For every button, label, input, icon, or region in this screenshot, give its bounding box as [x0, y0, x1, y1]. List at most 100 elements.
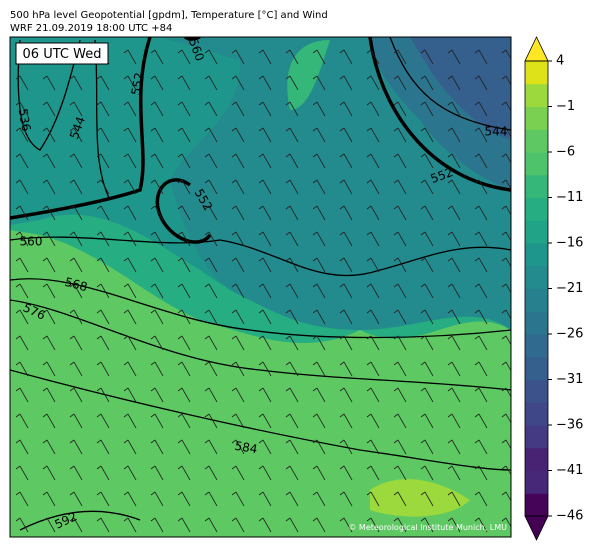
wind-barb [69, 257, 83, 273]
wind-barb [177, 413, 191, 429]
wind-barb [96, 231, 110, 247]
colorbar-band [525, 425, 548, 449]
wind-barb [42, 387, 56, 403]
wind-barb [42, 127, 56, 143]
wind-barb [15, 257, 29, 273]
wind-barb [420, 101, 434, 117]
wind-barb [366, 153, 380, 169]
wind-barb [420, 153, 434, 169]
wind-barb [501, 335, 511, 346]
wind-barb [447, 127, 461, 143]
wind-barb [150, 231, 164, 247]
wind-barb [447, 361, 461, 377]
wind-barb [447, 49, 461, 65]
wind-barb [339, 75, 353, 91]
wind-barb [501, 517, 511, 528]
wind-barb [474, 335, 488, 351]
wind-barb [366, 439, 380, 455]
wind-barb [393, 101, 407, 117]
wind-barb [177, 205, 191, 221]
wind-barb [312, 335, 326, 351]
wind-barb [366, 491, 380, 507]
wind-barb [177, 127, 191, 143]
colorbar-band [525, 174, 548, 198]
wind-barb [15, 231, 29, 247]
wind-barb [177, 283, 191, 299]
wind-barb [96, 283, 110, 299]
title: 500 hPa level Geopotential [gpdm], Tempe… [10, 10, 328, 21]
wind-barb [447, 75, 461, 91]
wind-barb [312, 179, 326, 195]
wind-barb [15, 335, 29, 351]
wind-barb [204, 465, 218, 481]
wind-barb [204, 101, 218, 117]
wind-barb [69, 205, 83, 221]
wind-barb [150, 283, 164, 299]
wind-barb [258, 335, 272, 351]
wind-barb [177, 101, 191, 117]
map-frame [9, 36, 512, 538]
wind-barb [393, 335, 407, 351]
wind-barb [177, 153, 191, 169]
contour [10, 278, 511, 339]
wind-barb [42, 257, 56, 273]
wind-barb [231, 283, 245, 299]
wind-barb [96, 101, 110, 117]
wind-barb [231, 231, 245, 247]
wind-barb [474, 439, 488, 455]
wind-barb [447, 101, 461, 117]
wind-barb [15, 517, 29, 533]
wind-barb [150, 387, 164, 403]
wind-barb [501, 127, 511, 138]
wind-barb [258, 309, 272, 325]
wind-barb [96, 491, 110, 507]
wind-barb [420, 335, 434, 351]
colorbar-tick-label: −46 [556, 509, 583, 524]
wind-barb [123, 439, 137, 455]
wind-barb [366, 387, 380, 403]
wind-barb [69, 231, 83, 247]
wind-barb [96, 205, 110, 221]
wind-barb [177, 75, 191, 91]
colorbar-tick-label: −1 [556, 99, 575, 114]
wind-barb [285, 127, 299, 143]
wind-barb [258, 387, 272, 403]
colorbar-band [525, 265, 548, 289]
wind-barb [339, 49, 353, 65]
wind-barb [150, 205, 164, 221]
colorbar-tick-label: −26 [556, 327, 583, 342]
wind-barb [420, 205, 434, 221]
wind-barb [501, 101, 511, 112]
wind-barb [474, 283, 488, 299]
wind-barb [150, 101, 164, 117]
wind-barb [123, 491, 137, 507]
wind-barb [150, 257, 164, 273]
contour [389, 37, 511, 131]
wind-barb [42, 465, 56, 481]
wind-barb [393, 439, 407, 455]
wind-barb [177, 335, 191, 351]
wind-barb [123, 101, 137, 117]
colorbar-band [525, 402, 548, 426]
wind-barb [339, 127, 353, 143]
wind-barb [204, 49, 218, 65]
wind-barb [69, 179, 83, 195]
wind-barb [258, 257, 272, 273]
wind-barb [96, 439, 110, 455]
wind-barb [204, 491, 218, 507]
wind-barb [312, 257, 326, 273]
wind-barb [177, 49, 191, 65]
wind-barb [420, 361, 434, 377]
wind-barb [69, 101, 83, 117]
wind-barb [177, 361, 191, 377]
wind-barb [339, 257, 353, 273]
wind-barb [312, 465, 326, 481]
wind-barb [96, 153, 110, 169]
wind-barb [15, 127, 29, 143]
wind-barb [501, 387, 511, 398]
wind-barb [420, 49, 434, 65]
wind-barb [366, 205, 380, 221]
contour [10, 369, 511, 471]
wind-barb [285, 517, 299, 533]
